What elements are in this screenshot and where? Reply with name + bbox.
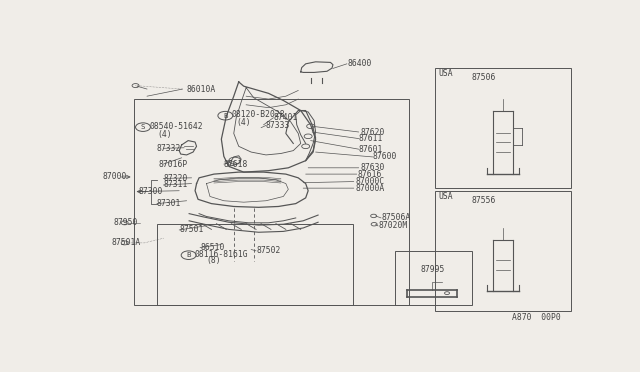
Text: 87506: 87506 [472,73,496,82]
Text: 87333: 87333 [266,121,291,130]
Text: 87630: 87630 [360,163,385,172]
Text: 87016P: 87016P [158,160,188,169]
Text: 87501: 87501 [179,225,204,234]
Text: 87401: 87401 [273,113,298,122]
Text: 87332: 87332 [157,144,181,153]
Text: (4): (4) [236,118,251,127]
Text: USA: USA [438,69,452,78]
Text: 87501A: 87501A [111,238,141,247]
Bar [435,68,571,188]
Text: 87301: 87301 [157,199,181,208]
Text: A870  00P0: A870 00P0 [513,314,561,323]
Text: 87000C: 87000C [355,177,385,186]
Text: 87600: 87600 [372,153,397,161]
Text: 87620: 87620 [360,128,385,137]
Text: 87611: 87611 [359,134,383,143]
Text: 86400: 86400 [348,59,372,68]
Text: 87950: 87950 [113,218,138,227]
Text: 87300: 87300 [138,187,163,196]
Text: B: B [186,252,191,258]
Text: 87311: 87311 [163,180,188,189]
Text: 87502: 87502 [256,246,280,255]
Text: 87000A: 87000A [355,184,385,193]
Text: 87616: 87616 [358,170,382,179]
Text: 08540-51642: 08540-51642 [150,122,203,131]
Text: 87320: 87320 [163,174,188,183]
Text: (8): (8) [207,256,221,265]
Bar [157,224,353,305]
Text: 87506A: 87506A [381,214,410,222]
Text: 87601: 87601 [359,145,383,154]
Bar [435,191,571,311]
Text: B: B [223,113,228,119]
Bar [134,99,409,305]
Text: 86510: 86510 [200,243,225,252]
Text: 87556: 87556 [472,196,496,205]
Text: 87995: 87995 [420,265,445,274]
Text: 86010A: 86010A [187,84,216,93]
Text: (4): (4) [157,129,172,138]
Text: 87020M: 87020M [378,221,407,231]
Text: 87618: 87618 [224,160,248,169]
Bar [395,251,472,305]
Text: S: S [141,124,145,130]
Text: 08116-8161G: 08116-8161G [195,250,248,259]
Text: USA: USA [438,192,452,201]
Text: 87000: 87000 [102,173,127,182]
Text: 08120-B2028: 08120-B2028 [231,110,285,119]
